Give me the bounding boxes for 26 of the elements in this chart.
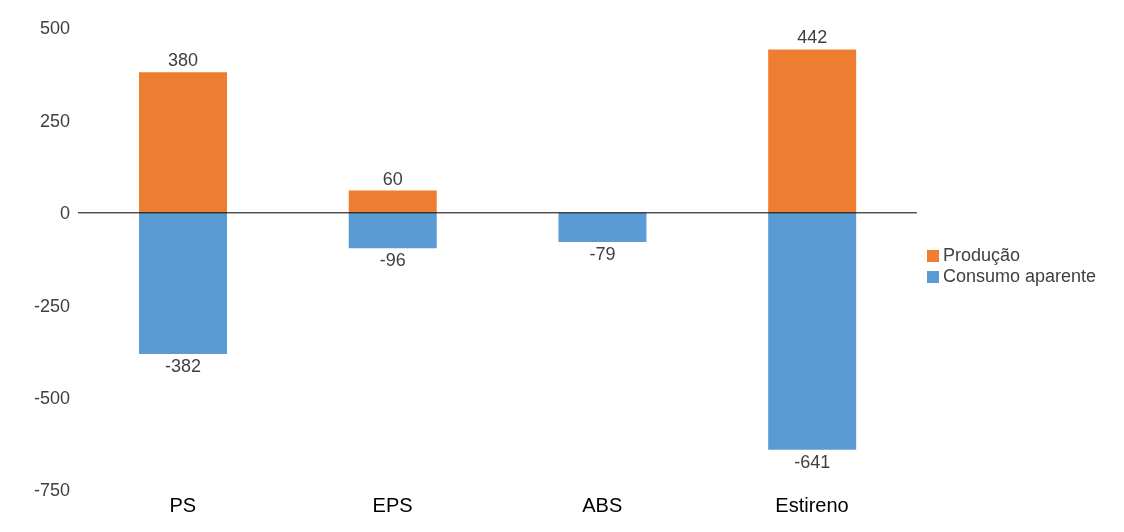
data-label: 380 xyxy=(167,50,199,71)
y-tick-label: -250 xyxy=(33,295,70,316)
bar xyxy=(348,212,437,249)
y-tick-label: -500 xyxy=(33,387,70,408)
data-label: 442 xyxy=(797,27,828,48)
x-tick-label: ABS xyxy=(582,494,623,517)
legend-label: Produção xyxy=(942,245,1020,265)
y-tick-label: 250 xyxy=(39,110,70,131)
data-label: -382 xyxy=(164,355,202,376)
data-label: 60 xyxy=(382,168,403,189)
bar xyxy=(768,49,857,213)
bar xyxy=(139,212,227,354)
x-tick-label: EPS xyxy=(372,494,413,517)
y-tick-label: -750 xyxy=(33,480,70,501)
y-tick-label: 500 xyxy=(39,18,70,39)
legend-label: Consumo aparente xyxy=(942,266,1096,286)
bar xyxy=(768,212,857,450)
bar xyxy=(139,72,227,213)
x-tick-label: Estireno xyxy=(775,494,849,517)
y-tick-label: 0 xyxy=(59,203,70,224)
data-label: -79 xyxy=(589,244,616,264)
data-label: -96 xyxy=(379,250,406,271)
data-label: -641 xyxy=(794,451,831,472)
bar xyxy=(558,212,647,242)
x-tick-label: PS xyxy=(169,494,197,517)
bar xyxy=(348,190,437,213)
